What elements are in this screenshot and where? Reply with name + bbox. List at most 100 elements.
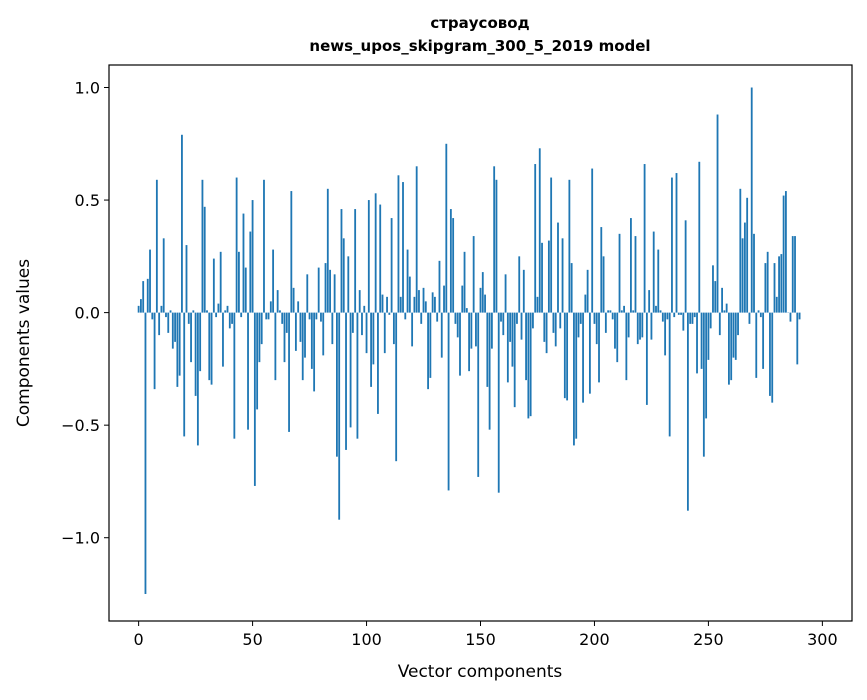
bar-22 xyxy=(188,313,190,324)
bar-52 xyxy=(256,313,258,410)
bar-14 xyxy=(170,310,172,312)
bar-257 xyxy=(723,310,725,312)
x-tick-label: 200 xyxy=(579,630,610,649)
bar-268 xyxy=(749,313,751,324)
bar-157 xyxy=(496,180,498,313)
bar-260 xyxy=(730,313,732,381)
bar-152 xyxy=(484,295,486,313)
bar-154 xyxy=(489,313,491,430)
bar-237 xyxy=(678,313,680,315)
bar-33 xyxy=(213,259,215,313)
bar-76 xyxy=(311,313,313,369)
bar-289 xyxy=(796,313,798,365)
bar-142 xyxy=(461,286,463,313)
bar-131 xyxy=(436,313,438,322)
bar-143 xyxy=(464,252,466,313)
bar-228 xyxy=(657,250,659,313)
bar-73 xyxy=(304,313,306,358)
bar-134 xyxy=(443,286,445,313)
bar-37 xyxy=(222,313,224,367)
bar-28 xyxy=(202,180,204,313)
bar-66 xyxy=(288,313,290,432)
bar-264 xyxy=(739,189,741,313)
bar-0 xyxy=(138,306,140,313)
bar-87 xyxy=(336,313,338,457)
bar-59 xyxy=(272,250,274,313)
bar-220 xyxy=(639,313,641,340)
bar-182 xyxy=(553,313,555,333)
bar-47 xyxy=(245,268,247,313)
bar-89 xyxy=(341,209,343,313)
bar-265 xyxy=(742,238,744,312)
bar-247 xyxy=(701,313,703,369)
bar-252 xyxy=(712,265,714,312)
bar-227 xyxy=(655,306,657,313)
bar-115 xyxy=(400,297,402,313)
bar-236 xyxy=(676,173,678,313)
bar-195 xyxy=(582,313,584,403)
bar-178 xyxy=(543,313,545,342)
bar-147 xyxy=(473,236,475,313)
bar-30 xyxy=(206,310,208,312)
bar-35 xyxy=(217,304,219,313)
bar-190 xyxy=(571,263,573,313)
bar-234 xyxy=(671,178,673,313)
bar-214 xyxy=(625,313,627,381)
bar-62 xyxy=(279,310,281,312)
bar-155 xyxy=(491,313,493,349)
bar-11 xyxy=(163,238,165,312)
bar-205 xyxy=(605,313,607,333)
y-tick-label: −0.5 xyxy=(61,416,100,435)
bar-24 xyxy=(192,310,194,312)
bar-171 xyxy=(527,313,529,419)
bar-138 xyxy=(452,218,454,313)
bar-275 xyxy=(764,263,766,313)
bar-179 xyxy=(546,313,548,354)
bar-203 xyxy=(600,227,602,313)
bar-79 xyxy=(318,268,320,313)
bar-229 xyxy=(660,310,662,312)
bar-1 xyxy=(140,299,142,313)
bar-290 xyxy=(799,313,801,320)
bar-269 xyxy=(751,88,753,313)
y-tick-label: −1.0 xyxy=(61,529,100,548)
bar-97 xyxy=(359,290,361,313)
bar-270 xyxy=(753,234,755,313)
bar-167 xyxy=(518,256,520,312)
bar-146 xyxy=(470,313,472,349)
bar-240 xyxy=(685,220,687,312)
bar-213 xyxy=(623,306,625,313)
bar-273 xyxy=(760,313,762,318)
bar-38 xyxy=(224,310,226,312)
bar-69 xyxy=(295,313,297,351)
bar-246 xyxy=(698,162,700,313)
bar-48 xyxy=(247,313,249,430)
bar-274 xyxy=(762,313,764,369)
bar-107 xyxy=(382,295,384,313)
bar-96 xyxy=(357,313,359,439)
bar-170 xyxy=(525,313,527,381)
x-tick-label: 0 xyxy=(134,630,144,649)
bar-75 xyxy=(309,313,311,320)
bar-117 xyxy=(404,313,406,320)
bar-121 xyxy=(413,297,415,313)
y-tick-label: 0.0 xyxy=(75,304,100,323)
bar-230 xyxy=(662,313,664,322)
bar-239 xyxy=(682,313,684,331)
bar-113 xyxy=(395,313,397,462)
bar-118 xyxy=(407,250,409,313)
bar-223 xyxy=(646,313,648,405)
bar-132 xyxy=(439,261,441,313)
bar-208 xyxy=(612,313,614,320)
bar-231 xyxy=(664,313,666,356)
bar-84 xyxy=(329,270,331,313)
bar-17 xyxy=(176,313,178,387)
bar-122 xyxy=(416,166,418,312)
bar-3 xyxy=(145,313,147,594)
bar-82 xyxy=(325,263,327,313)
bar-226 xyxy=(653,232,655,313)
bar-40 xyxy=(229,313,231,329)
bar-251 xyxy=(710,313,712,329)
